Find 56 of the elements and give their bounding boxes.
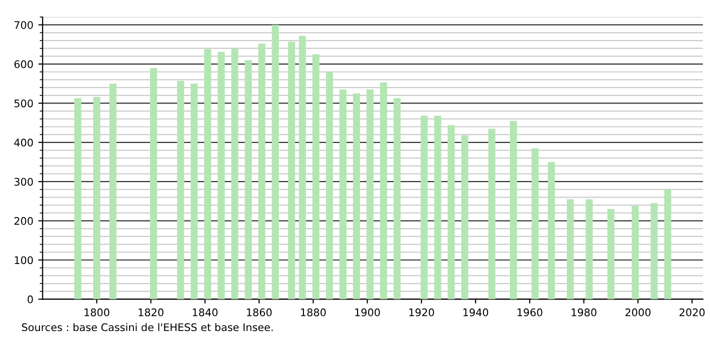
y-tick-label: 400 xyxy=(14,138,33,147)
bar xyxy=(326,72,333,300)
y-tick-label: 700 xyxy=(14,21,33,29)
bar xyxy=(566,199,574,300)
bar xyxy=(366,90,374,300)
bar xyxy=(380,82,388,300)
y-tick-label: 0 xyxy=(28,295,33,304)
bar xyxy=(420,116,428,300)
bar xyxy=(244,60,252,300)
x-tick-label: 2020 xyxy=(680,308,705,316)
bar xyxy=(632,206,639,300)
source-note: Sources : base Cassini de l'EHESS et base Insee. xyxy=(22,323,273,332)
bar xyxy=(548,162,555,300)
bar xyxy=(394,98,401,300)
bar xyxy=(177,80,184,300)
bar xyxy=(434,116,442,300)
bar xyxy=(258,44,266,300)
bar xyxy=(510,120,517,300)
x-tick-label: 1820 xyxy=(138,308,164,316)
bar xyxy=(150,68,158,300)
bar xyxy=(218,52,225,300)
x-tick-label: 1840 xyxy=(192,308,218,316)
bar xyxy=(339,90,346,300)
bar xyxy=(109,84,116,300)
bar xyxy=(461,135,468,300)
x-tick-label: 1800 xyxy=(84,308,110,316)
x-tick-label: 1920 xyxy=(409,308,434,316)
y-tick-label: 200 xyxy=(14,217,33,225)
y-tick-label: 600 xyxy=(14,60,33,68)
bar xyxy=(664,189,672,300)
bar xyxy=(272,24,279,300)
bar xyxy=(190,84,198,300)
bar xyxy=(288,42,296,300)
bar xyxy=(448,125,455,300)
bar xyxy=(298,36,306,300)
x-tick-label: 2000 xyxy=(625,308,651,316)
y-tick-label: 300 xyxy=(14,178,33,186)
bar xyxy=(231,48,238,300)
bar xyxy=(532,148,539,300)
bar xyxy=(352,93,360,300)
bar xyxy=(312,54,320,300)
x-tick-label: 1960 xyxy=(518,308,542,316)
bar xyxy=(74,98,82,300)
x-tick-label: 1940 xyxy=(463,308,488,316)
y-tick-label: 500 xyxy=(14,99,33,108)
x-tick-label: 1860 xyxy=(246,308,272,316)
x-tick-label: 1980 xyxy=(572,308,596,316)
bar xyxy=(607,209,614,300)
bar xyxy=(586,199,593,300)
y-tick-label: 100 xyxy=(14,256,33,264)
bar xyxy=(488,128,496,300)
bar xyxy=(204,49,212,300)
bar xyxy=(650,203,658,300)
bar xyxy=(93,96,100,300)
x-tick-label: 1880 xyxy=(301,308,326,316)
x-tick-label: 1900 xyxy=(355,308,380,316)
